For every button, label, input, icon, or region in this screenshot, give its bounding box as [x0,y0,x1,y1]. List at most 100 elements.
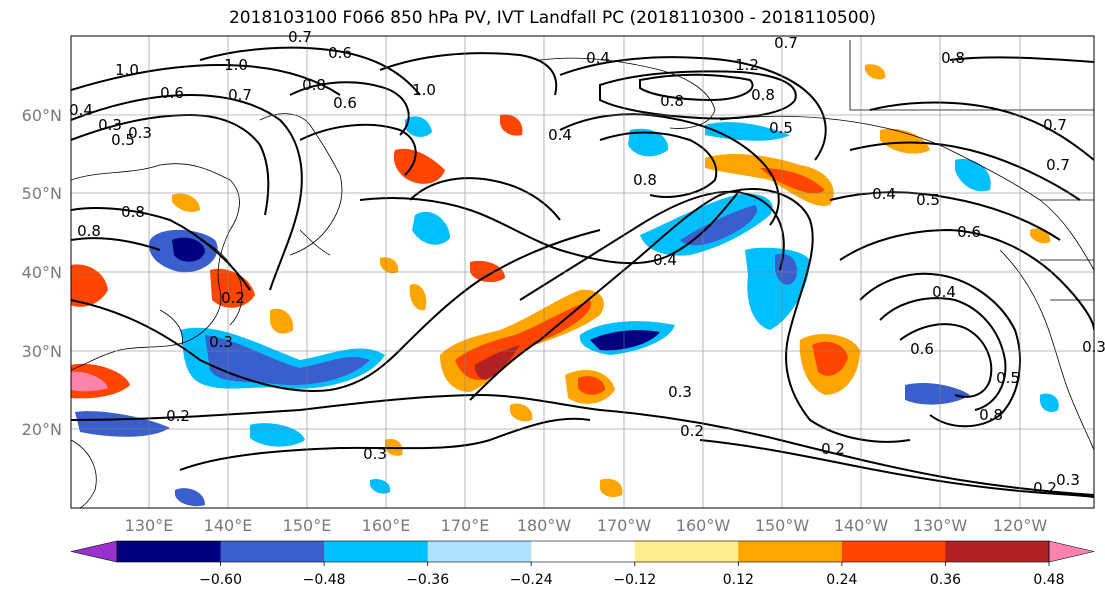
contour-label: 0.6 [160,84,184,102]
coastline [999,249,1094,451]
latitude-label: 60°N [22,106,62,125]
contour-line [71,63,341,96]
contour-label: 1.0 [412,81,436,99]
contour-label: 0.3 [1082,338,1105,356]
pos-region-aleutian-core [760,168,825,194]
contour-label: 0.8 [302,76,326,94]
contour-label: 0.4 [586,49,610,67]
coastline [71,163,240,371]
map-border [70,35,1095,509]
pos-region-subtropical-core [812,341,848,376]
neg-band-hawaii-north-core [590,330,660,351]
contour-label: 0.2 [221,289,245,307]
latitude-labels: 60°N 50°N 40°N 30°N 20°N [22,106,62,439]
pos-region-small-ne-3 [865,64,886,80]
contour-line [859,272,1021,428]
latitude-label: 20°N [22,420,62,439]
colorbar-tick-label: −0.48 [303,572,346,588]
contour-label: 0.7 [1043,116,1067,134]
latitude-label: 50°N [22,184,62,203]
longitude-label: 120°W [993,516,1048,535]
longitude-labels: 130°E 140°E 150°E 160°E 170°E 180°W 170°W 160°W… [125,516,1048,535]
latitude-label: 40°N [22,263,62,282]
colorbar-segment [220,541,325,562]
contour-label: 0.2 [1033,479,1057,497]
contour-line [639,73,754,102]
colorbar-tick-label: −0.60 [199,572,242,588]
contour-label: 0.3 [128,124,152,142]
contour-label: 0.8 [751,86,775,104]
longitude-label: 150°W [755,516,810,535]
colorbar-segment [634,541,739,562]
longitude-label: 160°E [362,516,411,535]
colorbar-segment [841,541,946,562]
contour-line [199,46,421,96]
contour-label: 0.6 [957,223,981,241]
contour-label: 0.8 [633,171,657,189]
contour-line [71,237,161,251]
pos-band-central-core [474,345,520,380]
contour-line [71,207,251,291]
contour-label: 0.4 [653,251,677,269]
contour-label: 0.8 [979,406,1003,424]
contour-label: 0.6 [910,340,934,358]
contour-line [519,190,785,301]
colorbar-border [116,540,1050,563]
contour-label: 0.8 [121,203,145,221]
colorbar-tick-label: −0.36 [406,572,449,588]
contour-label: 0.3 [363,445,387,463]
contour-label: 0.8 [941,49,965,67]
contour-label: 0.6 [328,44,352,62]
contour-label: 0.5 [996,369,1020,387]
contour-label: 0.3 [1056,471,1080,489]
colorbar-tick-label: 0.48 [1033,572,1064,588]
neg-region-east [905,383,970,405]
colorbar-tick-label: 0.12 [723,572,754,588]
latitude-label: 30°N [22,342,62,361]
contour-label: 0.7 [774,34,798,52]
pos-region-hawaii-south-core [578,376,605,395]
contour-label: 0.4 [69,101,93,119]
contour-line [839,228,1094,331]
contour-label: 0.2 [166,407,190,425]
contour-line [71,113,270,216]
contour-label: 0.5 [916,191,940,209]
colorbar-tick-label: 0.24 [826,572,857,588]
contour-line [559,113,780,226]
longitude-label: 160°W [676,516,731,535]
contour-line [949,56,1094,63]
contour-line [299,123,417,176]
contour-label: 1.2 [735,56,759,74]
colorbar-extend-min [70,540,118,563]
contour-line [829,191,1061,241]
contour-label: 0.7 [288,28,312,46]
gridlines [71,36,1094,508]
contour-label: 0.2 [821,440,845,458]
contour-line [71,229,601,392]
contour-label: 0.4 [872,185,896,203]
neg-region-ne-asia-core [172,237,205,262]
longitude-label: 170°W [597,516,652,535]
longitude-label: 130°W [913,516,968,535]
colorbar: −0.60 −0.48 −0.36 −0.24 −0.12 0.12 0.24 0.36 0.4… [70,540,1095,588]
contour-label: 0.7 [228,86,252,104]
pos-region-goa-upper [880,128,930,154]
contour-labels: 0.40.30.50.31.00.6 0.71.00.80.60.80.61.00… [69,28,1105,497]
neg-region-japan-sea [405,116,432,137]
contour-label: 0.7 [1046,156,1070,174]
contour-line [699,439,1094,498]
neg-region-far-south [175,488,205,507]
coastline [849,40,1094,111]
pos-region-west-coast-core [71,371,108,392]
colorbar-tick-label: 0.36 [930,572,961,588]
contour-line [559,56,827,161]
pos-region-small-ne-1 [500,114,523,136]
contour-line [71,93,303,291]
contour-label: 0.4 [548,126,572,144]
neg-band-west-pacific-inner [205,335,370,385]
contour-label: 0.6 [333,94,357,112]
pos-region-mid-2 [380,257,399,274]
contour-line [599,70,797,120]
page-title: 2018103100 F066 850 hPa PV, IVT Landfall… [228,8,876,28]
pos-region-small-se [600,478,623,498]
